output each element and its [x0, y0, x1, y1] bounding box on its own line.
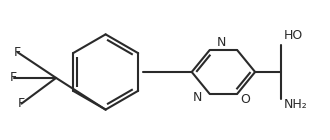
Text: O: O [240, 93, 250, 106]
Text: N: N [193, 91, 202, 104]
Text: F: F [18, 97, 25, 110]
Text: NH₂: NH₂ [284, 98, 308, 111]
Text: F: F [10, 71, 17, 84]
Text: HO: HO [284, 29, 303, 42]
Text: N: N [217, 36, 226, 49]
Text: F: F [14, 46, 21, 59]
